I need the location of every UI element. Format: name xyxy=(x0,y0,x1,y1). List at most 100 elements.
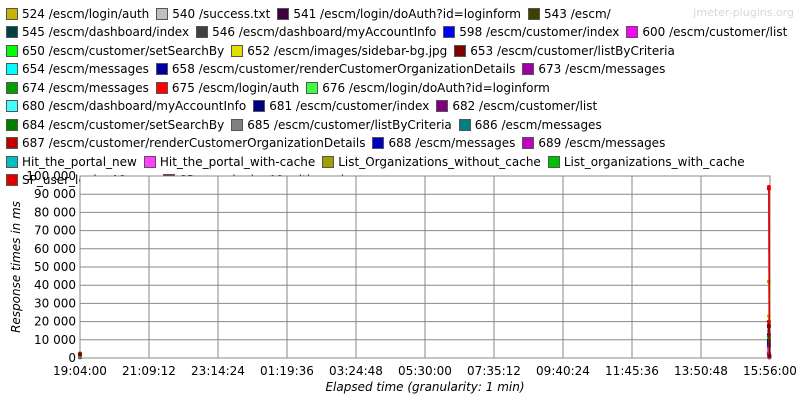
legend-label: 541 /escm/login/doAuth?id=loginform xyxy=(293,6,521,21)
legend-item: 684 /escm/customer/setSearchBy xyxy=(6,117,224,133)
legend-item: 600 /escm/customer/list xyxy=(626,25,787,41)
legend-swatch xyxy=(6,7,18,20)
legend-label: 540 /success.txt xyxy=(172,6,271,21)
legend-item: 524 /escm/login/auth xyxy=(6,6,149,22)
legend-swatch xyxy=(443,26,456,39)
legend-item: 675 /escm/login/auth xyxy=(155,80,300,96)
y-tick-label: 0 xyxy=(68,351,76,365)
legend-swatch xyxy=(436,100,449,113)
legend-item: 546 /escm/dashboard/myAccountInfo xyxy=(196,25,436,41)
legend-label: 658 /escm/customer/renderCustomerOrganiz… xyxy=(171,62,516,77)
legend-item: 682 /escm/customer/list xyxy=(436,99,597,115)
legend-swatch xyxy=(458,118,471,131)
legend-label: 524 /escm/login/auth xyxy=(22,6,150,21)
x-tick-label: 21:09:12 xyxy=(122,364,176,378)
x-tick-label: 09:40:24 xyxy=(536,364,590,378)
legend-swatch xyxy=(547,155,560,168)
legend-label: 652 /escm/images/sidebar-bg.jpg xyxy=(247,43,448,58)
y-axis-label: Response times in ms xyxy=(9,201,23,333)
legend-label: 686 /escm/messages xyxy=(474,117,602,132)
x-tick-label: 03:24:48 xyxy=(329,364,383,378)
legend-label: 650 /escm/customer/setSearchBy xyxy=(22,43,225,58)
y-tick-label: 90 000 xyxy=(34,187,76,201)
legend: 524 /escm/login/auth 540 /success.txt 541 … xyxy=(6,6,796,188)
legend-label: Hit_the_portal_new xyxy=(22,154,137,169)
legend-label: List_Organizations_without_cache xyxy=(338,154,541,169)
legend-label: 545 /escm/dashboard/index xyxy=(22,25,190,40)
legend-label: 680 /escm/dashboard/myAccountInfo xyxy=(22,99,247,114)
legend-swatch xyxy=(253,100,266,113)
legend-swatch xyxy=(231,44,244,57)
legend-item: 653 /escm/customer/listByCriteria xyxy=(454,43,675,59)
x-tick-label: 11:45:36 xyxy=(605,364,659,378)
y-tick-label: 50 000 xyxy=(34,260,76,274)
legend-swatch xyxy=(322,155,335,168)
legend-item: 681 /escm/customer/index xyxy=(253,99,429,115)
legend-swatch xyxy=(6,26,18,39)
x-axis-label: Elapsed time (granularity: 1 min) xyxy=(325,380,524,394)
legend-item: 685 /escm/customer/listByCriteria xyxy=(231,117,452,133)
x-tick-label: 19:04:00 xyxy=(53,364,107,378)
point xyxy=(766,323,771,328)
legend-item: 676 /escm/login/doAuth?id=loginform xyxy=(306,80,550,96)
x-tick-label: 13:50:48 xyxy=(674,364,728,378)
x-tick-label: 23:14:24 xyxy=(191,364,245,378)
legend-swatch xyxy=(522,63,535,76)
legend-swatch xyxy=(6,118,18,131)
legend-swatch xyxy=(626,26,639,39)
legend-label: 682 /escm/customer/list xyxy=(452,99,598,114)
legend-swatch xyxy=(454,44,467,57)
legend-swatch xyxy=(155,81,168,94)
y-tick-label: 30 000 xyxy=(34,296,76,310)
legend-label: 674 /escm/messages xyxy=(22,80,149,95)
legend-item: 687 /escm/customer/renderCustomerOrganiz… xyxy=(6,136,365,152)
legend-item: Hit_the_portal_with-cache xyxy=(143,154,316,170)
legend-swatch xyxy=(155,63,168,76)
legend-swatch xyxy=(196,26,209,39)
legend-swatch xyxy=(156,7,169,20)
watermark: jmeter-plugins.org xyxy=(693,6,794,19)
legend-label: 543 /escm/ xyxy=(543,6,611,21)
x-tick-label: 01:19:36 xyxy=(260,364,314,378)
legend-item: Hit_the_portal_new xyxy=(6,154,137,170)
y-tick-label: 70 000 xyxy=(34,224,76,238)
legend-swatch xyxy=(6,63,18,76)
legend-item: 545 /escm/dashboard/index xyxy=(6,25,189,41)
legend-item: List_organizations_with_cache xyxy=(547,154,745,170)
point xyxy=(78,352,82,357)
point xyxy=(766,186,771,191)
legend-item: 674 /escm/messages xyxy=(6,80,149,96)
legend-item: 688 /escm/messages xyxy=(372,136,515,152)
x-tick-label: 07:35:12 xyxy=(467,364,521,378)
legend-item: 654 /escm/messages xyxy=(6,62,149,78)
legend-label: 689 /escm/messages xyxy=(538,136,666,151)
legend-item: 689 /escm/messages xyxy=(522,136,665,152)
legend-item: 543 /escm/ xyxy=(527,6,611,22)
legend-label: 681 /escm/customer/index xyxy=(269,99,430,114)
legend-swatch xyxy=(6,174,18,187)
point xyxy=(767,354,772,359)
legend-swatch xyxy=(527,7,540,20)
x-tick-label: 05:30:00 xyxy=(398,364,452,378)
legend-swatch xyxy=(372,137,385,150)
legend-label: 598 /escm/customer/index xyxy=(459,25,620,40)
legend-swatch xyxy=(231,118,244,131)
legend-label: Hit_the_portal_with-cache xyxy=(159,154,316,169)
legend-swatch xyxy=(143,155,156,168)
legend-swatch xyxy=(6,155,18,168)
legend-item: 650 /escm/customer/setSearchBy xyxy=(6,43,224,59)
y-tick-label: 20 000 xyxy=(34,315,76,329)
legend-item: 673 /escm/messages xyxy=(522,62,665,78)
legend-label: 546 /escm/dashboard/myAccountInfo xyxy=(212,25,437,40)
legend-label: 684 /escm/customer/setSearchBy xyxy=(22,117,225,132)
legend-item: 541 /escm/login/doAuth?id=loginform xyxy=(277,6,521,22)
legend-label: 675 /escm/login/auth xyxy=(171,80,300,95)
legend-swatch xyxy=(6,137,18,150)
y-tick-label: 60 000 xyxy=(34,242,76,256)
legend-swatch xyxy=(6,81,18,94)
legend-swatch xyxy=(6,44,18,57)
legend-label: 600 /escm/customer/list xyxy=(642,25,788,40)
legend-swatch xyxy=(6,100,18,113)
